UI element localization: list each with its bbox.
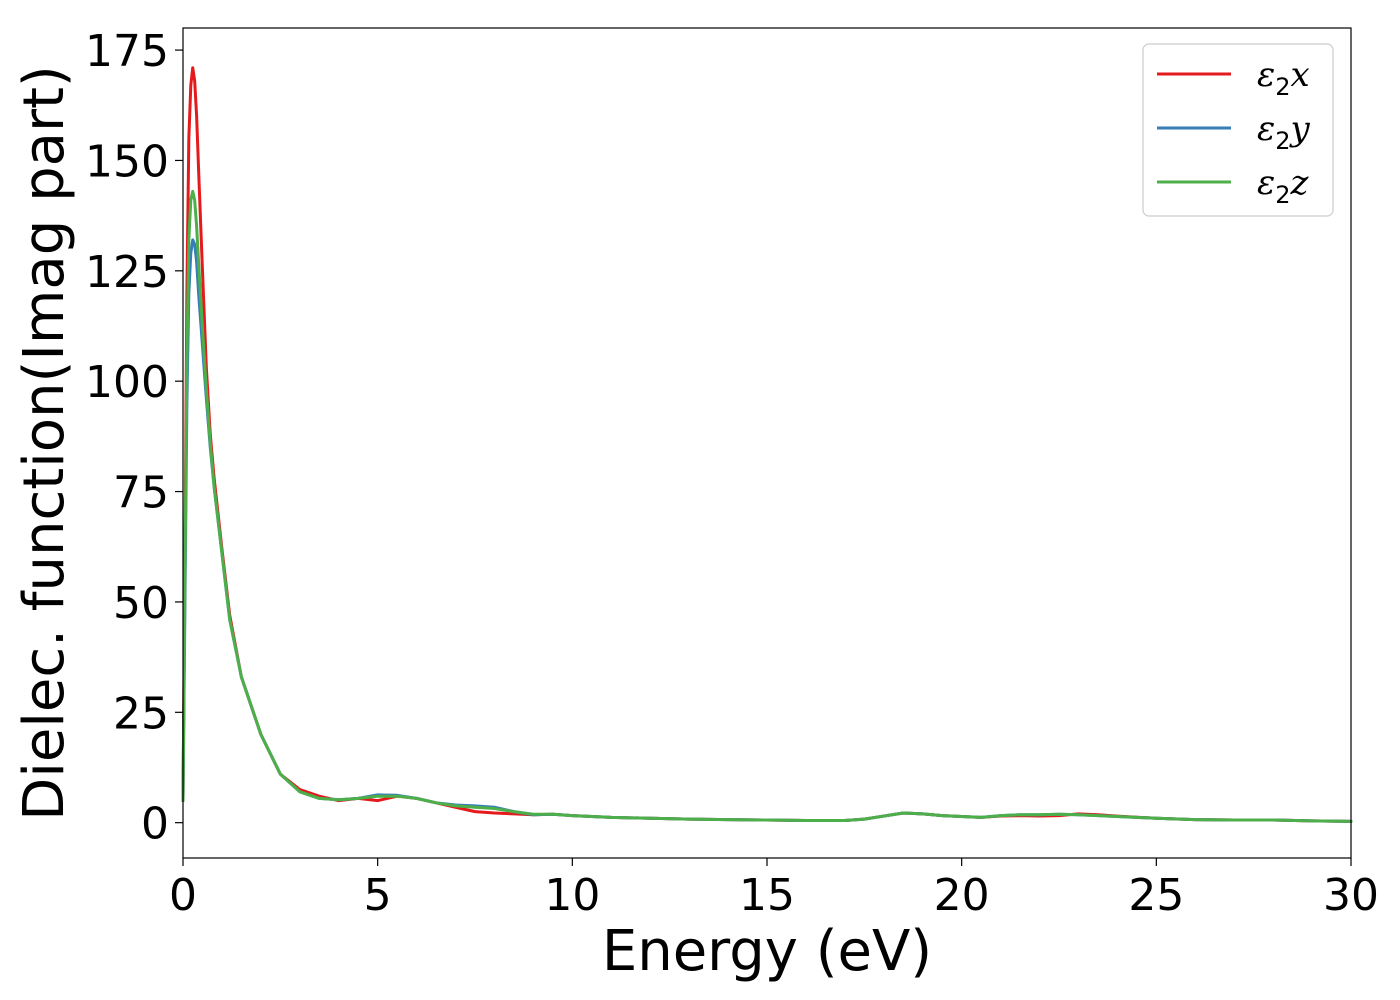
legend-symbol: ε — [1257, 163, 1275, 203]
legend-subscript: 2 — [1275, 127, 1290, 155]
legend-subscript: 2 — [1275, 73, 1290, 101]
y-tick-label: 25 — [113, 688, 169, 739]
x-tick-label: 15 — [739, 870, 795, 921]
legend-subscript: 2 — [1275, 181, 1290, 209]
legend-symbol: ε — [1257, 109, 1275, 149]
x-tick-label: 20 — [934, 870, 990, 921]
series-line-2 — [181, 189, 1353, 823]
x-tick-label: 25 — [1128, 870, 1184, 921]
legend-axis: z — [1290, 163, 1310, 203]
x-tick-label: 30 — [1323, 870, 1379, 921]
series-layer — [181, 66, 1353, 823]
legend-box — [1142, 43, 1334, 217]
x-tick-label: 10 — [544, 870, 600, 921]
legend-label-1: ε2y — [1257, 109, 1311, 155]
x-tick-label: 5 — [364, 870, 392, 921]
y-tick-label: 0 — [141, 799, 169, 850]
legend-axis: y — [1289, 109, 1311, 149]
y-tick-label: 50 — [113, 578, 169, 629]
y-tick-label: 175 — [85, 26, 169, 77]
x-axis-title: Energy (eV) — [602, 919, 932, 984]
x-axis: 0 5 10 15 20 25 30 — [169, 858, 1379, 921]
y-axis: 0 25 50 75 100 125 150 175 — [85, 26, 183, 850]
y-tick-label: 100 — [85, 357, 169, 408]
y-axis-title: Dielec. function(Imag part) — [12, 65, 77, 821]
legend-axis: x — [1291, 55, 1310, 95]
y-tick-label: 125 — [85, 247, 169, 298]
x-tick-label: 0 — [169, 870, 197, 921]
y-tick-label: 75 — [113, 468, 169, 519]
legend-label-2: ε2z — [1257, 163, 1310, 209]
y-tick-label: 150 — [85, 136, 169, 187]
legend-label-0: ε2x — [1257, 55, 1310, 101]
legend-symbol: ε — [1257, 55, 1275, 95]
